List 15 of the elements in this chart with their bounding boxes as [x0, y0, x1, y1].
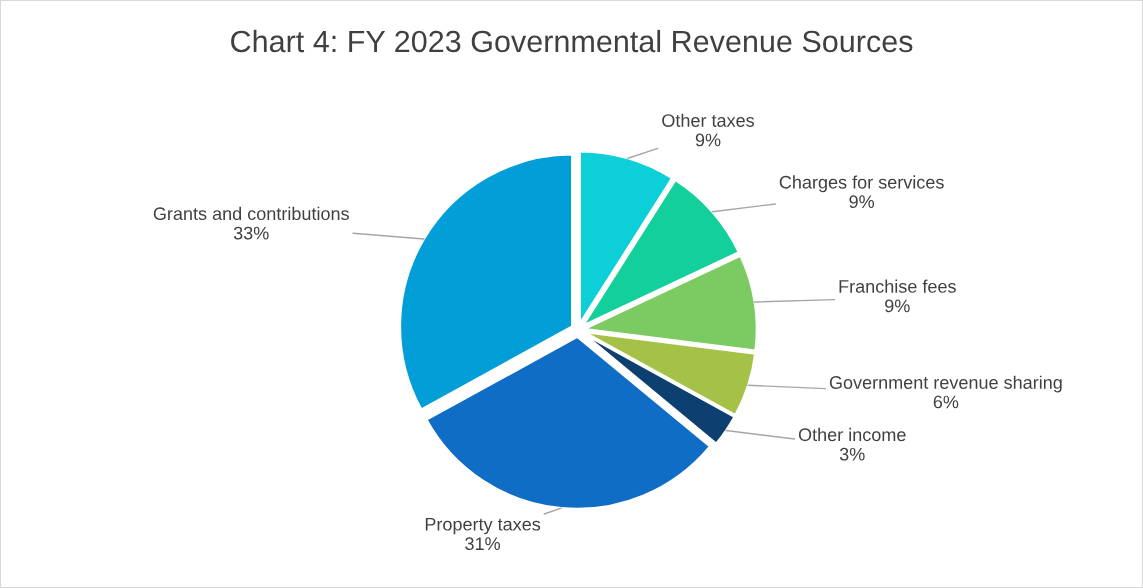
data-label: 33%: [233, 226, 269, 240]
data-label: 3%: [839, 447, 865, 461]
slice-label: Other income: [798, 427, 906, 442]
data-label: 6%: [933, 395, 959, 409]
chart-title: Chart 4: FY 2023 Governmental Revenue Sources: [231, 29, 913, 53]
data-label: 9%: [849, 195, 875, 209]
slice-label: Property taxes: [425, 518, 541, 535]
slice-label: Government revenue sharing: [829, 375, 1062, 393]
slice-label: Grants and contributions: [153, 206, 349, 221]
data-label: 9%: [885, 299, 910, 313]
data-label: 9%: [695, 133, 721, 147]
data-label: 31%: [465, 537, 500, 551]
slice-label: Other taxes: [662, 113, 755, 127]
slice-label: Franchise fees: [839, 279, 956, 293]
slice-label: Charges for services: [779, 175, 944, 193]
